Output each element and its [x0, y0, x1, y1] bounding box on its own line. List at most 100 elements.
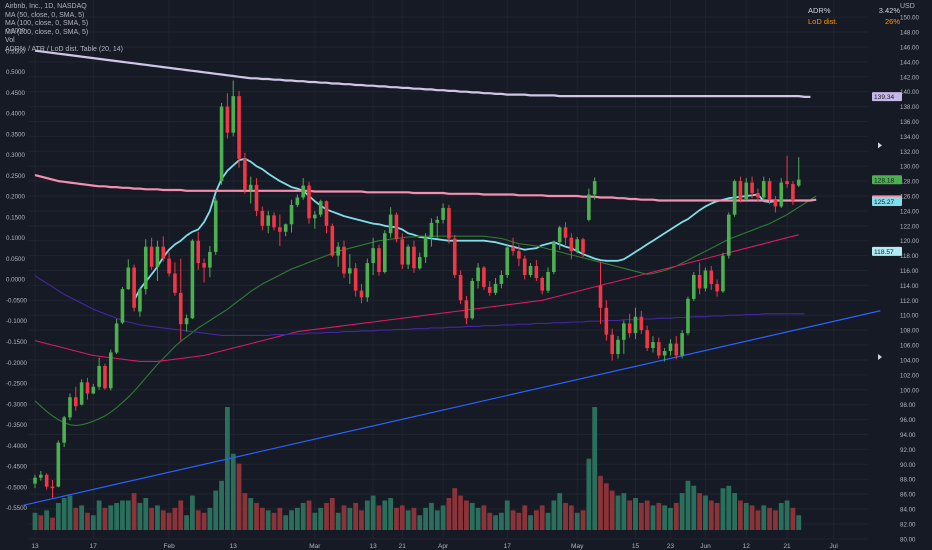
- volume-bar: [32, 512, 38, 530]
- candle: [505, 243, 510, 278]
- volume-bar: [732, 493, 737, 530]
- volume-bar: [242, 493, 248, 530]
- candle-body: [91, 386, 96, 394]
- candle-body: [587, 194, 591, 220]
- volume-bar: [300, 502, 306, 530]
- candle-body: [610, 334, 614, 354]
- volume-bar: [469, 502, 475, 530]
- price-label-0: 139.34: [874, 94, 895, 101]
- volume-bar: [271, 512, 277, 530]
- candle: [103, 363, 107, 390]
- volume-bar: [172, 507, 178, 530]
- volume-bar: [236, 463, 242, 530]
- volume-bar: [195, 510, 201, 530]
- candle-body: [528, 266, 533, 275]
- candle: [697, 263, 702, 295]
- candle: [796, 157, 801, 188]
- candle: [598, 261, 603, 325]
- volume-bar: [277, 507, 283, 530]
- volume-bar: [143, 498, 149, 530]
- volume-bar: [394, 507, 399, 530]
- volume-bar: [265, 510, 271, 530]
- legend-ma200[interactable]: MA (200, close, 0, SMA, 5): [5, 28, 89, 36]
- volume-bar: [376, 505, 382, 530]
- right-tick-7: 94.00: [900, 432, 916, 439]
- candle: [458, 270, 463, 305]
- volume-bar: [382, 500, 388, 530]
- candle-body: [56, 442, 61, 487]
- right-tick-16: 112.00: [900, 298, 919, 305]
- candle-body: [237, 96, 241, 159]
- candle-body: [546, 272, 550, 291]
- candle-body: [85, 382, 90, 394]
- candle-body: [103, 365, 107, 389]
- candle-body: [371, 248, 375, 264]
- candle: [791, 181, 795, 205]
- volume-bar: [423, 507, 429, 530]
- candle: [773, 196, 778, 213]
- candle: [610, 328, 614, 361]
- volume-bar: [773, 510, 778, 530]
- gridlines: [28, 0, 868, 540]
- right-tick-22: 124.00: [900, 208, 919, 215]
- left-tick-23: -0.5500: [6, 505, 28, 512]
- candle: [161, 236, 166, 262]
- volume-bar: [767, 507, 772, 530]
- right-tick-35: 150.00: [900, 15, 919, 22]
- candle: [464, 295, 469, 325]
- candle: [645, 325, 649, 352]
- candle-body: [161, 246, 166, 259]
- x-tick-7: Apr: [438, 543, 449, 550]
- volume-bar: [598, 475, 603, 530]
- symbol-title[interactable]: Airbnb, Inc., 1D, NASDAQ: [5, 3, 87, 10]
- left-tick-6: 0.3000: [6, 152, 25, 159]
- candle: [715, 279, 719, 297]
- price-label-bg-1: [872, 175, 902, 185]
- candle: [417, 252, 422, 270]
- volume-bar: [230, 453, 236, 530]
- left-tick-17: -0.2500: [6, 381, 28, 388]
- candle: [79, 379, 84, 406]
- candle-body: [353, 268, 358, 291]
- currency-label: USD: [900, 3, 915, 10]
- left-tick-11: 0.0500: [6, 256, 25, 263]
- left-tick-3: 0.4500: [6, 90, 25, 97]
- candle-body: [435, 219, 440, 223]
- candle-body: [779, 182, 784, 207]
- x-tick-14: 21: [783, 543, 791, 550]
- volume-bar: [184, 515, 189, 530]
- volume-bar: [650, 505, 656, 530]
- volume-bar: [726, 485, 732, 530]
- candle: [726, 212, 731, 259]
- volume-bar: [568, 505, 574, 530]
- candle-body: [761, 181, 766, 198]
- volume-bar: [283, 515, 289, 530]
- volume-bar: [440, 505, 446, 530]
- legend-ma50[interactable]: MA (50, close, 0, SMA, 5): [5, 11, 85, 19]
- volume-bar: [44, 510, 50, 530]
- volume-bar: [481, 505, 487, 530]
- candle-body: [534, 266, 539, 278]
- legend-adr-table[interactable]: ADR% / ATR / LoD dist. Table (20, 14): [5, 45, 124, 53]
- price-label-bg-0: [872, 92, 902, 102]
- right-tick-32: 144.00: [900, 59, 919, 66]
- candle-body: [651, 342, 655, 349]
- candle: [581, 237, 585, 258]
- candle-body: [627, 323, 632, 334]
- candle: [703, 267, 708, 292]
- candle: [56, 440, 61, 488]
- volume-bar: [67, 495, 73, 530]
- candle: [330, 223, 335, 258]
- ma-line-ma-200: [34, 275, 805, 336]
- candle-body: [190, 240, 195, 319]
- candle: [225, 93, 230, 139]
- candle: [173, 262, 177, 296]
- legend-ma100[interactable]: MA (100, close, 0, SMA, 5): [5, 20, 89, 28]
- candle-body: [307, 185, 311, 219]
- legend-vol[interactable]: Vol: [5, 37, 15, 45]
- ma-line-ma-long-1: [34, 49, 811, 99]
- volume-bar: [79, 505, 85, 530]
- volume-bar: [219, 480, 224, 530]
